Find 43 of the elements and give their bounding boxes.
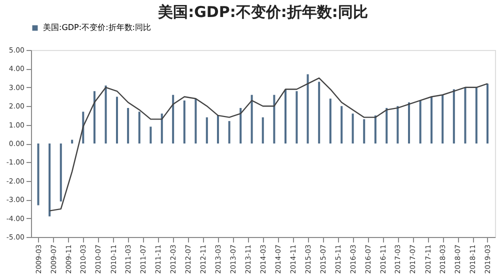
bar <box>93 91 96 144</box>
bar <box>306 74 309 144</box>
line-series <box>48 77 488 212</box>
bar <box>408 102 410 144</box>
bar <box>37 144 40 206</box>
bar <box>183 100 186 144</box>
bar <box>194 98 197 144</box>
bar <box>374 115 376 144</box>
bar <box>475 87 478 144</box>
bar <box>206 117 208 144</box>
bar <box>363 119 366 144</box>
bar <box>216 115 219 144</box>
bar <box>48 144 51 216</box>
bar <box>138 112 140 144</box>
bar <box>430 96 433 144</box>
bar <box>419 100 422 144</box>
bar <box>284 89 287 144</box>
bar <box>452 89 455 144</box>
bar <box>442 94 444 144</box>
bar <box>60 144 62 202</box>
bar <box>160 114 163 144</box>
bar <box>340 106 343 144</box>
bar <box>386 108 388 144</box>
legend-label: 美国:GDP:不变价:折年数:同比 <box>43 23 151 32</box>
bar <box>71 140 74 144</box>
bar <box>104 86 107 144</box>
bar <box>352 114 354 144</box>
bar <box>116 96 118 144</box>
bar <box>318 82 320 144</box>
bar <box>296 91 298 144</box>
bar <box>273 94 276 144</box>
bar <box>172 94 174 144</box>
bar <box>127 108 130 144</box>
bar <box>250 94 253 144</box>
bar <box>150 126 152 144</box>
bar <box>240 108 242 144</box>
chart-title: 美国:GDP:不变价:折年数:同比 <box>157 3 368 21</box>
bar <box>262 117 264 144</box>
bar <box>486 84 488 144</box>
bar <box>329 98 332 144</box>
bar <box>464 87 466 144</box>
bar <box>396 106 399 144</box>
bar <box>228 121 230 144</box>
